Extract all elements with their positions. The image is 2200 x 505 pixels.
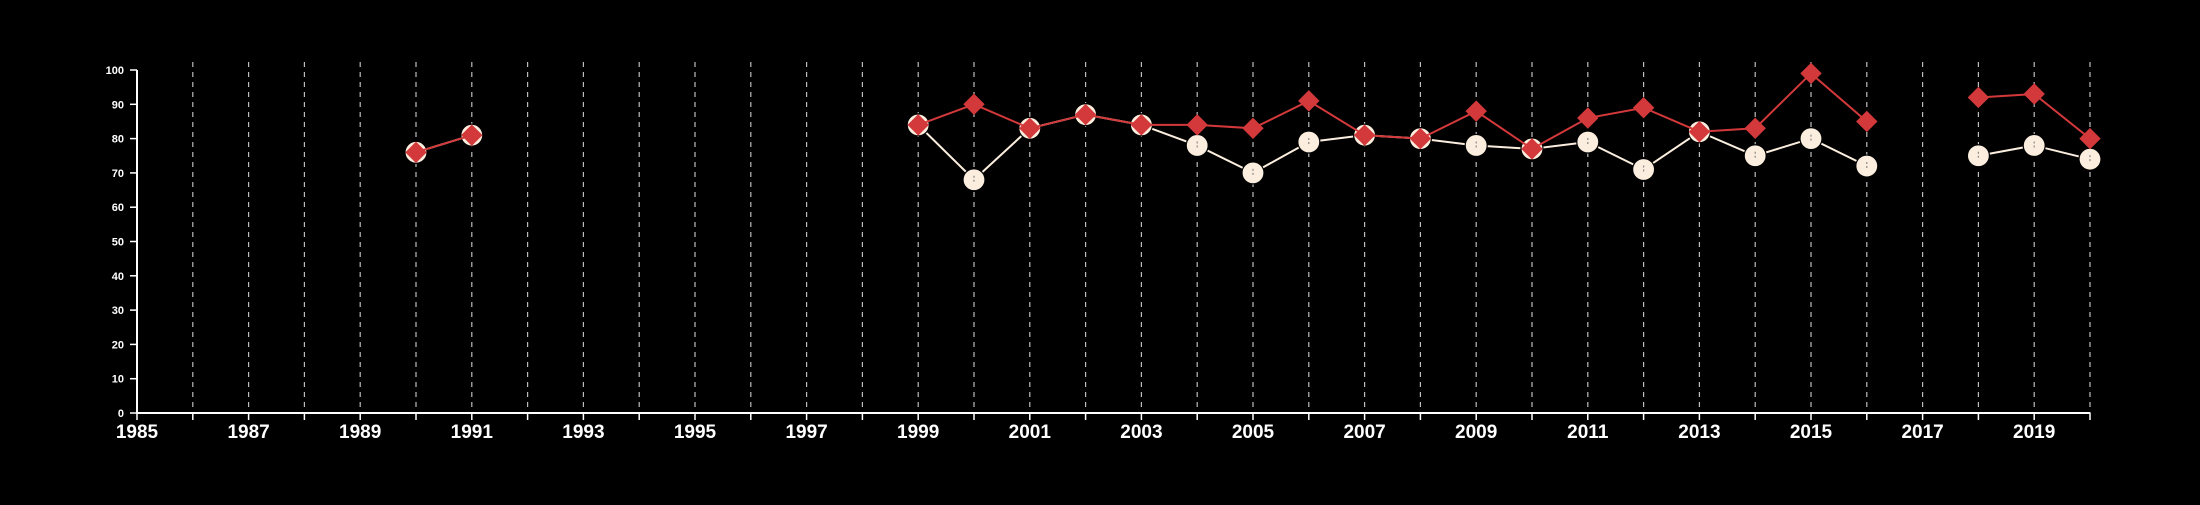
x-tick-label: 1989	[339, 422, 381, 443]
diamond-marker	[963, 93, 985, 116]
y-tick-label: 90	[112, 99, 124, 111]
series-circle	[404, 102, 2102, 192]
y-tick-label: 80	[112, 134, 124, 146]
y-tick-label: 60	[112, 202, 124, 214]
series-line	[917, 113, 1868, 182]
diamond-marker	[1967, 86, 1990, 109]
x-tick-label: 2013	[1678, 422, 1720, 443]
y-tick-label: 20	[112, 339, 124, 351]
x-tick-label: 2015	[1790, 422, 1833, 443]
diamond-marker	[2079, 127, 2101, 150]
y-tick-label: 10	[112, 374, 124, 386]
x-tick-label: 2005	[1232, 422, 1275, 443]
y-tick-label: 0	[118, 408, 124, 420]
x-tick-label: 1993	[562, 422, 604, 443]
diamond-marker	[1130, 114, 1153, 136]
x-tick-label: 2001	[1009, 422, 1052, 443]
diamond-marker	[461, 124, 483, 146]
diamond-marker	[1186, 114, 1208, 136]
y-tick-label: 70	[112, 168, 124, 180]
x-tick-label: 2009	[1455, 422, 1497, 443]
x-tick-label: 1999	[897, 422, 939, 443]
diamond-marker	[907, 114, 929, 136]
diamond-marker	[1856, 110, 1878, 133]
diamond-marker	[1019, 117, 1041, 140]
diamond-marker	[405, 141, 427, 164]
series-line	[917, 72, 1868, 151]
x-tick-label: 2017	[1901, 422, 1943, 443]
x-tick-label: 2011	[1567, 422, 1609, 443]
diamond-marker	[1465, 100, 1487, 122]
diamond-marker	[1353, 124, 1376, 146]
y-tick-label: 100	[106, 65, 124, 77]
diamond-marker	[1632, 97, 1655, 119]
series-line	[415, 134, 473, 154]
grid-lines	[192, 62, 2091, 413]
x-tick-label: 1991	[451, 422, 494, 443]
diamond-marker	[1744, 117, 1766, 140]
x-tick-label: 2019	[2013, 422, 2055, 443]
diamond-marker	[1074, 103, 1097, 126]
y-tick-label: 50	[112, 237, 124, 249]
x-tick-label: 1987	[227, 422, 269, 443]
series-group	[404, 62, 2102, 192]
diamond-marker	[1409, 127, 1432, 150]
x-tick-label: 1997	[785, 422, 827, 443]
diamond-marker	[1577, 107, 1599, 129]
diamond-marker	[1800, 62, 1822, 85]
axes: 0 10 20 30 40 50 60 70 80 90 100 1985 1987 1989 1991 19…	[106, 65, 2091, 443]
y-tick-label: 40	[112, 271, 124, 283]
y-tick-label: 30	[112, 305, 124, 317]
diamond-marker	[2023, 83, 2045, 105]
series-diamond	[405, 62, 2101, 164]
diamond-marker	[1521, 138, 1543, 160]
diamond-marker	[1688, 121, 1711, 143]
diamond-marker	[1298, 90, 1320, 112]
diamond-marker	[1242, 117, 1264, 140]
x-tick-label: 1995	[674, 422, 717, 443]
x-tick-label: 2007	[1343, 422, 1385, 443]
x-tick-label: 2003	[1120, 422, 1162, 443]
x-tick-label: 1985	[116, 422, 159, 443]
